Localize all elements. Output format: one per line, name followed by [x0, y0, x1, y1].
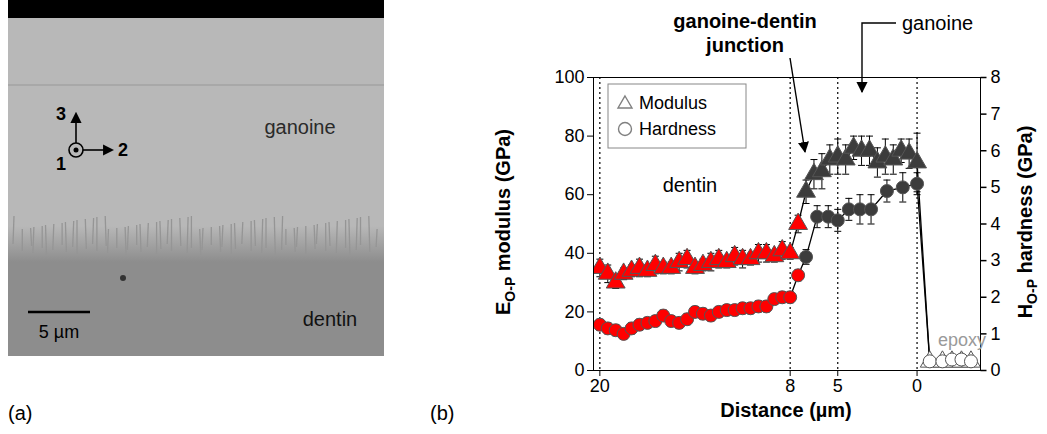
html-text:hardness (GPa): hardness (GPa) — [1014, 125, 1036, 279]
svg-text:5: 5 — [833, 376, 843, 396]
html-text:Distance (µm): Distance (µm) — [720, 398, 852, 421]
svg-text:1: 1 — [56, 154, 66, 174]
html-text:modulus (GPa): modulus (GPa) — [492, 129, 514, 277]
svg-text:ganoine: ganoine — [902, 12, 973, 34]
svg-text:8: 8 — [991, 67, 1001, 87]
svg-text:8: 8 — [785, 376, 795, 396]
svg-text:6: 6 — [991, 141, 1001, 161]
svg-text:3: 3 — [56, 104, 66, 124]
svg-text:5: 5 — [991, 177, 1001, 197]
svg-text:ganoine-dentin: ganoine-dentin — [673, 10, 816, 32]
svg-text:ganoine: ganoine — [264, 116, 335, 138]
svg-text:0: 0 — [991, 360, 1001, 380]
svg-text:epoxy: epoxy — [938, 330, 986, 350]
html-text:E: E — [492, 301, 514, 315]
svg-text:4: 4 — [991, 214, 1001, 234]
html-text:O-P: O-P — [502, 276, 518, 302]
html-text:O-P: O-P — [1024, 279, 1040, 304]
svg-text:junction: junction — [705, 34, 784, 56]
svg-text:Modulus: Modulus — [639, 93, 707, 113]
html-text:H: H — [1014, 303, 1036, 319]
svg-text:1: 1 — [991, 324, 1001, 344]
svg-text:40: 40 — [564, 243, 584, 263]
svg-text:7: 7 — [991, 104, 1001, 124]
svg-text:0: 0 — [912, 376, 922, 396]
svg-text:2: 2 — [118, 140, 128, 160]
svg-text:20: 20 — [564, 302, 584, 322]
html-text:(a): (a) — [8, 402, 33, 424]
svg-text:dentin: dentin — [663, 174, 718, 196]
svg-text:20: 20 — [590, 376, 610, 396]
svg-text:60: 60 — [564, 184, 584, 204]
svg-text:3: 3 — [991, 250, 1001, 270]
svg-text:2: 2 — [991, 287, 1001, 307]
svg-text:0: 0 — [574, 360, 584, 380]
html-text:(b): (b) — [430, 402, 455, 424]
svg-text:5 µm: 5 µm — [39, 322, 79, 342]
svg-text:80: 80 — [564, 126, 584, 146]
svg-text:Hardness: Hardness — [639, 119, 716, 139]
svg-text:dentin: dentin — [303, 308, 358, 330]
svg-text:100: 100 — [554, 67, 584, 87]
